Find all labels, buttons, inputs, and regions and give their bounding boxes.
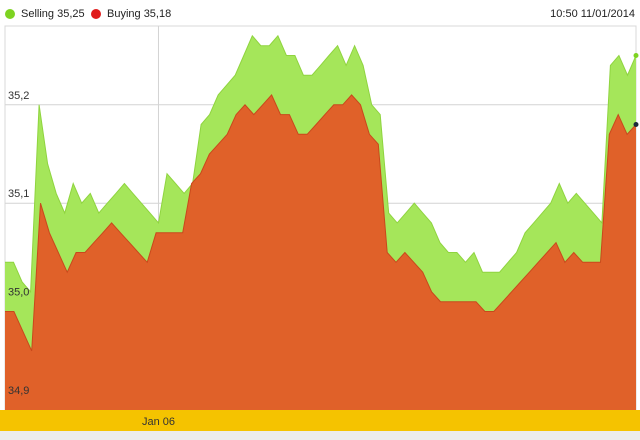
x-axis-band: [0, 410, 640, 431]
buying-area: [5, 94, 636, 411]
y-tick-label: 35,0: [8, 287, 29, 299]
scrollbar-track[interactable]: [0, 431, 640, 440]
buying-end-point[interactable]: [633, 121, 639, 127]
legend-buying-label: Buying 35,18: [107, 8, 172, 20]
chart-datetime: 10:50 11/01/2014: [550, 8, 635, 20]
buying-dot-icon: [91, 9, 101, 19]
y-tick-label: 35,2: [8, 90, 29, 102]
legend-selling-label: Selling 35,25: [21, 8, 85, 20]
x-tick-label: Jan 06: [142, 416, 175, 428]
legend-buying[interactable]: Buying 35,18: [91, 8, 171, 20]
tick-labels: 34,9 35,0 35,1 35,2 Jan 06: [8, 90, 175, 428]
y-tick-label: 35,1: [8, 188, 29, 200]
selling-end-point[interactable]: [633, 53, 639, 59]
axis: [0, 410, 640, 440]
legend-selling[interactable]: Selling 35,25: [5, 8, 85, 20]
y-tick-label: 34,9: [8, 385, 29, 397]
buying-line: [5, 93, 637, 352]
chart-header: Selling 35,25 Buying 35,18 10:50 11/01/2…: [0, 0, 640, 26]
selling-line: [5, 34, 637, 294]
series-areas: [5, 34, 639, 411]
selling-dot-icon: [5, 9, 15, 19]
